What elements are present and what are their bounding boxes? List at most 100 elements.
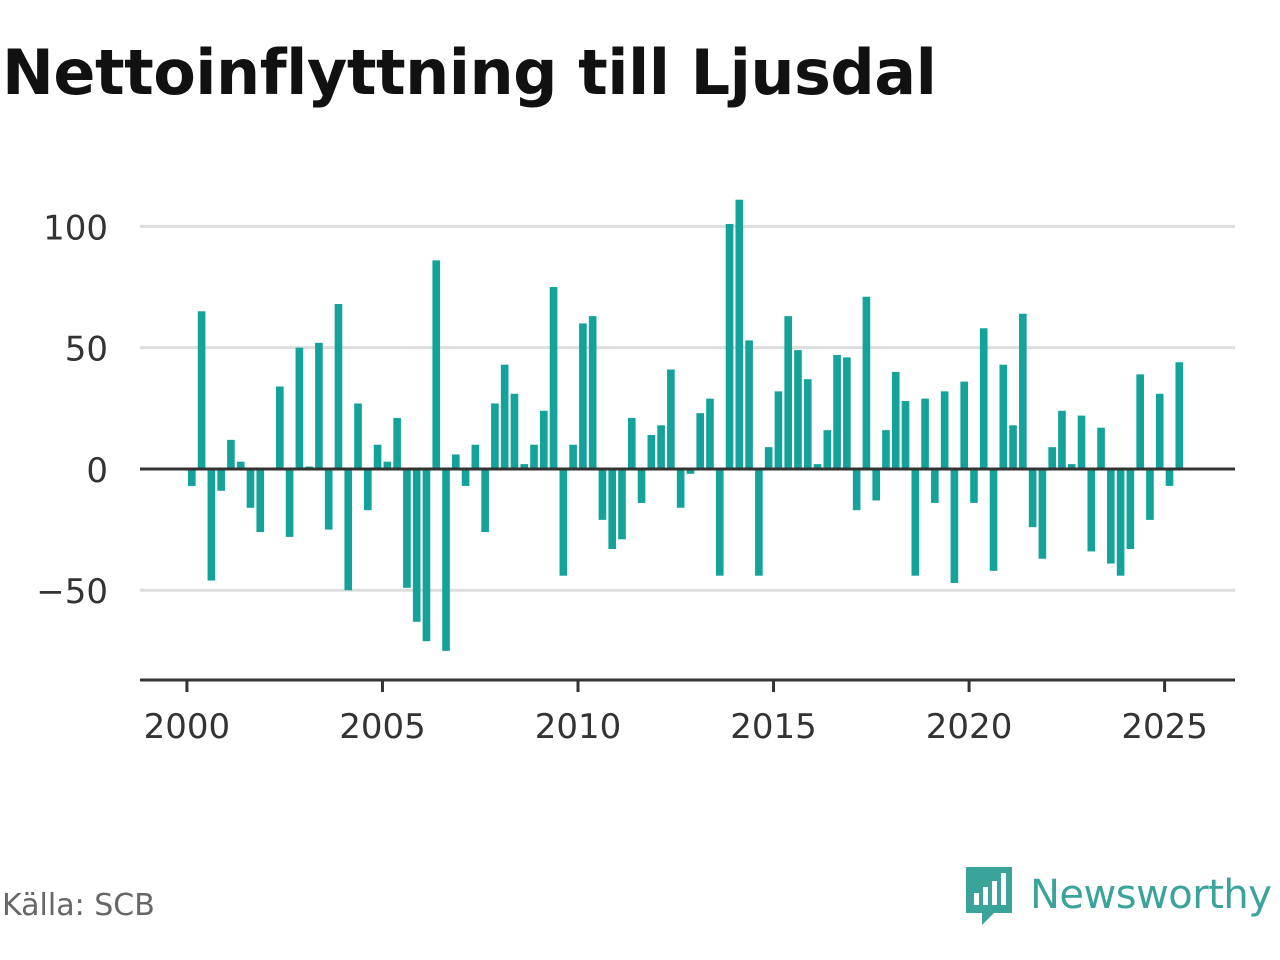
bar (862, 296, 871, 469)
y-tick-label: −50 (36, 572, 108, 612)
bar (256, 468, 265, 533)
bar (530, 444, 538, 469)
bar (715, 468, 724, 576)
bar (422, 468, 431, 642)
bar (931, 468, 939, 503)
bar (725, 223, 734, 469)
brand-name: Newsworthy (1030, 872, 1272, 918)
bar (1087, 468, 1096, 552)
bar (1116, 468, 1125, 576)
bar (1058, 410, 1066, 469)
bar (803, 379, 812, 469)
bar (1077, 415, 1086, 469)
bar (246, 468, 255, 508)
bar (657, 425, 665, 469)
bar (588, 316, 597, 469)
bar (970, 468, 978, 503)
bar (383, 461, 392, 469)
chart-title: Nettoinflyttning till Ljusdal (2, 36, 937, 109)
bar (363, 468, 372, 511)
bar (1097, 427, 1105, 469)
bar (432, 260, 441, 469)
bar (852, 468, 861, 511)
bar (461, 468, 470, 486)
bar (598, 468, 607, 520)
bar (412, 468, 421, 622)
bar (1038, 468, 1047, 559)
bar (579, 323, 587, 469)
bars (188, 199, 1184, 651)
y-tick-label: 50 (65, 330, 108, 370)
bar (569, 444, 577, 469)
bar (315, 342, 323, 469)
newsworthy-logo-icon (966, 867, 1012, 925)
bar (833, 354, 841, 469)
bar (285, 468, 294, 537)
bar (627, 418, 636, 469)
bar (373, 444, 382, 469)
bar (911, 468, 920, 576)
bar (1155, 393, 1164, 469)
bar (549, 287, 558, 469)
bar (539, 410, 548, 469)
x-tick-label: 2015 (730, 707, 817, 747)
bar (774, 391, 783, 469)
bar (275, 386, 284, 469)
bar (1067, 464, 1076, 469)
bar (393, 418, 401, 469)
bar (989, 468, 998, 571)
bar (442, 468, 450, 651)
bar (872, 468, 881, 501)
bar (940, 391, 949, 469)
bar (921, 398, 929, 469)
bar (813, 464, 822, 469)
bar (520, 464, 529, 469)
bar (647, 435, 656, 469)
y-tick-label: 100 (43, 208, 108, 248)
bar (901, 401, 910, 469)
bar (979, 328, 988, 469)
bar (891, 371, 900, 469)
bar (1136, 374, 1144, 469)
x-tick-label: 2010 (535, 707, 622, 747)
bar (217, 468, 225, 491)
x-tick-label: 2000 (144, 707, 231, 747)
bar (1009, 425, 1017, 469)
bar (510, 393, 519, 469)
bar (1175, 362, 1184, 469)
bar (676, 468, 685, 508)
bar (794, 350, 802, 469)
bar (1019, 313, 1027, 469)
y-axis-tick-labels: 100 50 0 −50 (36, 208, 108, 612)
bar (295, 347, 304, 469)
bar (608, 468, 617, 550)
bar (843, 357, 851, 469)
bar (197, 311, 206, 469)
bar (745, 340, 753, 469)
x-tick-label: 2020 (926, 707, 1013, 747)
bar (686, 468, 695, 474)
bar (354, 403, 362, 469)
bar (1165, 468, 1174, 486)
bar (999, 364, 1008, 469)
bar (471, 444, 480, 469)
bar (227, 439, 235, 469)
bar (882, 430, 890, 469)
bar (500, 364, 509, 469)
bar (1126, 468, 1135, 550)
brand[interactable]: Newsworthy (962, 862, 1272, 928)
bar (755, 468, 763, 576)
x-tick-label: 2025 (1121, 707, 1208, 747)
y-tick-label: 0 (86, 451, 108, 491)
bar (1146, 468, 1154, 520)
bar (696, 413, 705, 469)
bar (344, 468, 353, 591)
bar (618, 468, 626, 540)
bar (403, 468, 411, 588)
bar (451, 454, 460, 469)
bar (784, 316, 793, 469)
bar (324, 468, 333, 530)
bar (559, 468, 568, 576)
source-note: Källa: SCB (2, 888, 155, 923)
